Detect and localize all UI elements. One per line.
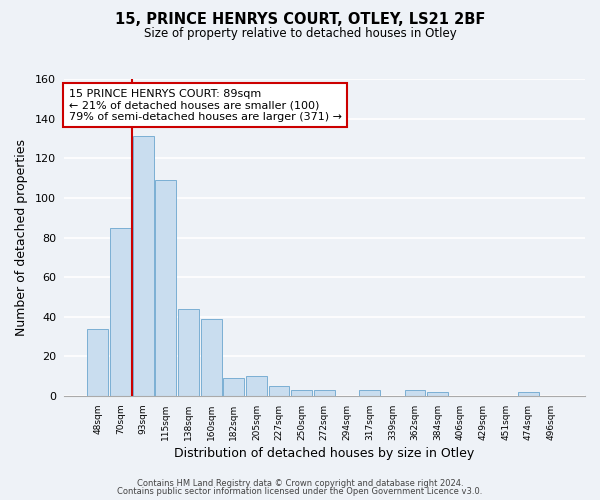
Bar	[314, 390, 335, 396]
Text: 15, PRINCE HENRYS COURT, OTLEY, LS21 2BF: 15, PRINCE HENRYS COURT, OTLEY, LS21 2BF	[115, 12, 485, 28]
Text: 15 PRINCE HENRYS COURT: 89sqm
← 21% of detached houses are smaller (100)
79% of : 15 PRINCE HENRYS COURT: 89sqm ← 21% of d…	[69, 88, 342, 122]
Bar	[359, 390, 380, 396]
Y-axis label: Number of detached properties: Number of detached properties	[15, 139, 28, 336]
Bar	[269, 386, 289, 396]
Bar	[291, 390, 312, 396]
X-axis label: Distribution of detached houses by size in Otley: Distribution of detached houses by size …	[174, 447, 475, 460]
Text: Size of property relative to detached houses in Otley: Size of property relative to detached ho…	[143, 28, 457, 40]
Bar	[427, 392, 448, 396]
Bar	[223, 378, 244, 396]
Bar	[178, 309, 199, 396]
Bar	[404, 390, 425, 396]
Bar	[155, 180, 176, 396]
Bar	[246, 376, 267, 396]
Text: Contains HM Land Registry data © Crown copyright and database right 2024.: Contains HM Land Registry data © Crown c…	[137, 478, 463, 488]
Bar	[518, 392, 539, 396]
Bar	[200, 319, 221, 396]
Bar	[133, 136, 154, 396]
Text: Contains public sector information licensed under the Open Government Licence v3: Contains public sector information licen…	[118, 487, 482, 496]
Bar	[88, 328, 108, 396]
Bar	[110, 228, 131, 396]
